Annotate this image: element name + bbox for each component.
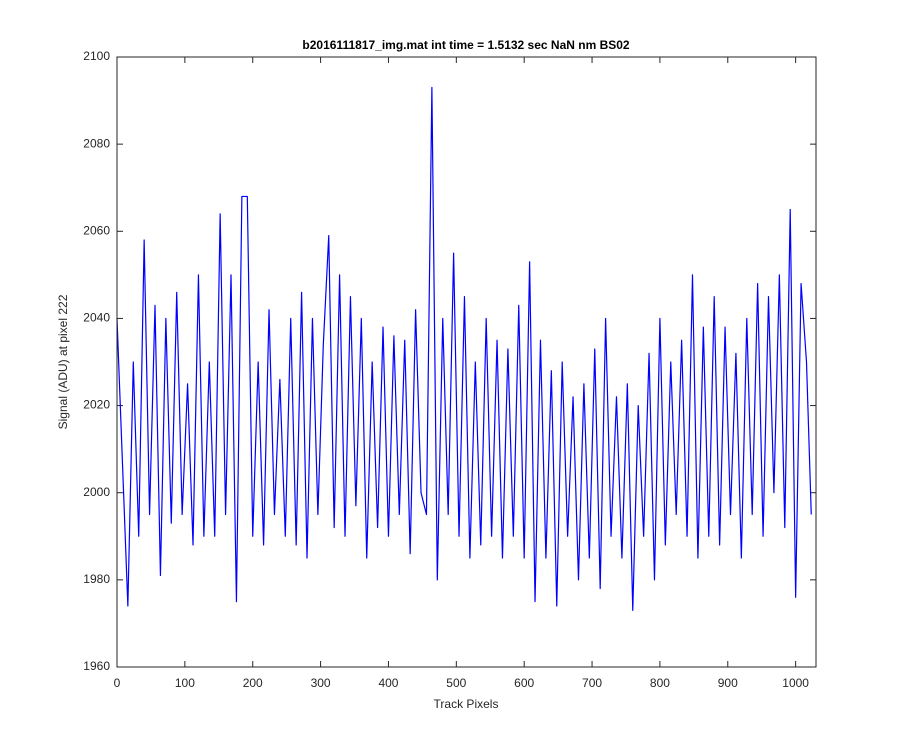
x-tick-label: 700 bbox=[582, 676, 602, 690]
y-tick-label: 2080 bbox=[83, 136, 110, 150]
plot-area bbox=[117, 57, 816, 667]
y-axis-label: Signal (ADU) at pixel 222 bbox=[56, 294, 70, 429]
x-axis-label: Track Pixels bbox=[434, 697, 499, 711]
x-tick-label: 200 bbox=[243, 676, 263, 690]
axes-box bbox=[116, 56, 817, 668]
y-tick-label: 2000 bbox=[83, 485, 110, 499]
x-tick-label: 300 bbox=[311, 676, 331, 690]
x-tick-label: 900 bbox=[718, 676, 738, 690]
x-tick-label: 1000 bbox=[782, 676, 809, 690]
chart-title: b2016111817_img.mat int time = 1.5132 se… bbox=[302, 38, 630, 52]
data-line bbox=[116, 86, 812, 611]
x-tick-label: 0 bbox=[114, 676, 121, 690]
y-tick-label: 2060 bbox=[83, 223, 110, 237]
x-tick-label: 400 bbox=[378, 676, 398, 690]
x-tick-label: 600 bbox=[514, 676, 534, 690]
x-tick-label: 800 bbox=[650, 676, 670, 690]
y-tick-label: 1980 bbox=[83, 572, 110, 586]
y-tick-label: 2040 bbox=[83, 311, 110, 325]
y-tick-label: 2020 bbox=[83, 398, 110, 412]
x-tick-label: 500 bbox=[446, 676, 466, 690]
y-tick-label: 2100 bbox=[83, 49, 110, 63]
x-tick-label: 100 bbox=[175, 676, 195, 690]
y-tick-label: 1960 bbox=[83, 659, 110, 673]
